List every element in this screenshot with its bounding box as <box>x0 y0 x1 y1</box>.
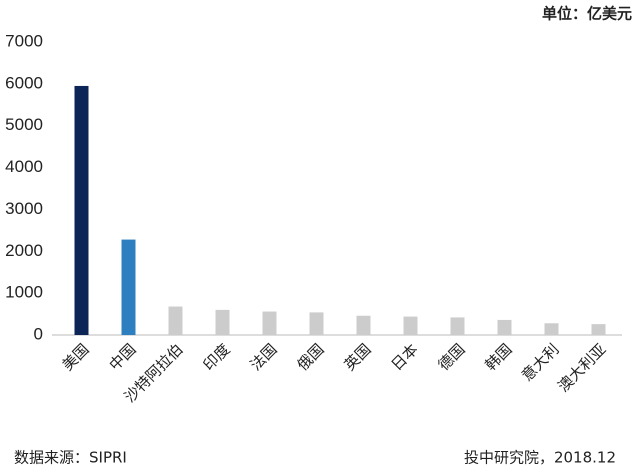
y-tick-label: 2000 <box>5 241 43 260</box>
y-tick-label: 7000 <box>5 31 43 50</box>
x-tick-label: 法国 <box>247 340 281 374</box>
bar <box>544 323 559 335</box>
x-tick-label: 日本 <box>388 340 422 374</box>
bar <box>450 317 465 335</box>
x-tick-label: 意大利 <box>518 340 563 385</box>
y-tick-label: 1000 <box>5 283 43 302</box>
x-tick-label: 印度 <box>200 340 234 374</box>
unit-label: 单位：亿美元 <box>542 5 632 23</box>
bar <box>262 311 277 335</box>
x-tick-label: 德国 <box>435 340 469 374</box>
x-tick-label: 中国 <box>106 340 140 374</box>
y-tick-label: 0 <box>34 324 43 343</box>
bar <box>309 312 324 335</box>
x-tick-label: 澳大利亚 <box>554 340 609 395</box>
bar <box>356 315 371 335</box>
x-tick-label: 俄国 <box>294 340 328 374</box>
x-tick-label: 英国 <box>341 340 375 374</box>
bar <box>74 85 89 335</box>
bar <box>403 316 418 335</box>
x-tick-label: 韩国 <box>482 340 516 374</box>
source: 数据来源：SIPRI <box>14 449 127 467</box>
bar <box>168 306 183 335</box>
y-tick-label: 3000 <box>5 199 43 218</box>
bar <box>497 319 512 335</box>
credit: 投中研究院，2018.12 <box>464 449 616 467</box>
bar <box>215 309 230 335</box>
bar <box>121 239 136 335</box>
y-tick-label: 4000 <box>5 157 43 176</box>
x-tick-label: 美国 <box>59 340 93 374</box>
bar <box>591 324 606 335</box>
y-tick-label: 6000 <box>5 73 43 92</box>
y-tick-label: 5000 <box>5 115 43 134</box>
